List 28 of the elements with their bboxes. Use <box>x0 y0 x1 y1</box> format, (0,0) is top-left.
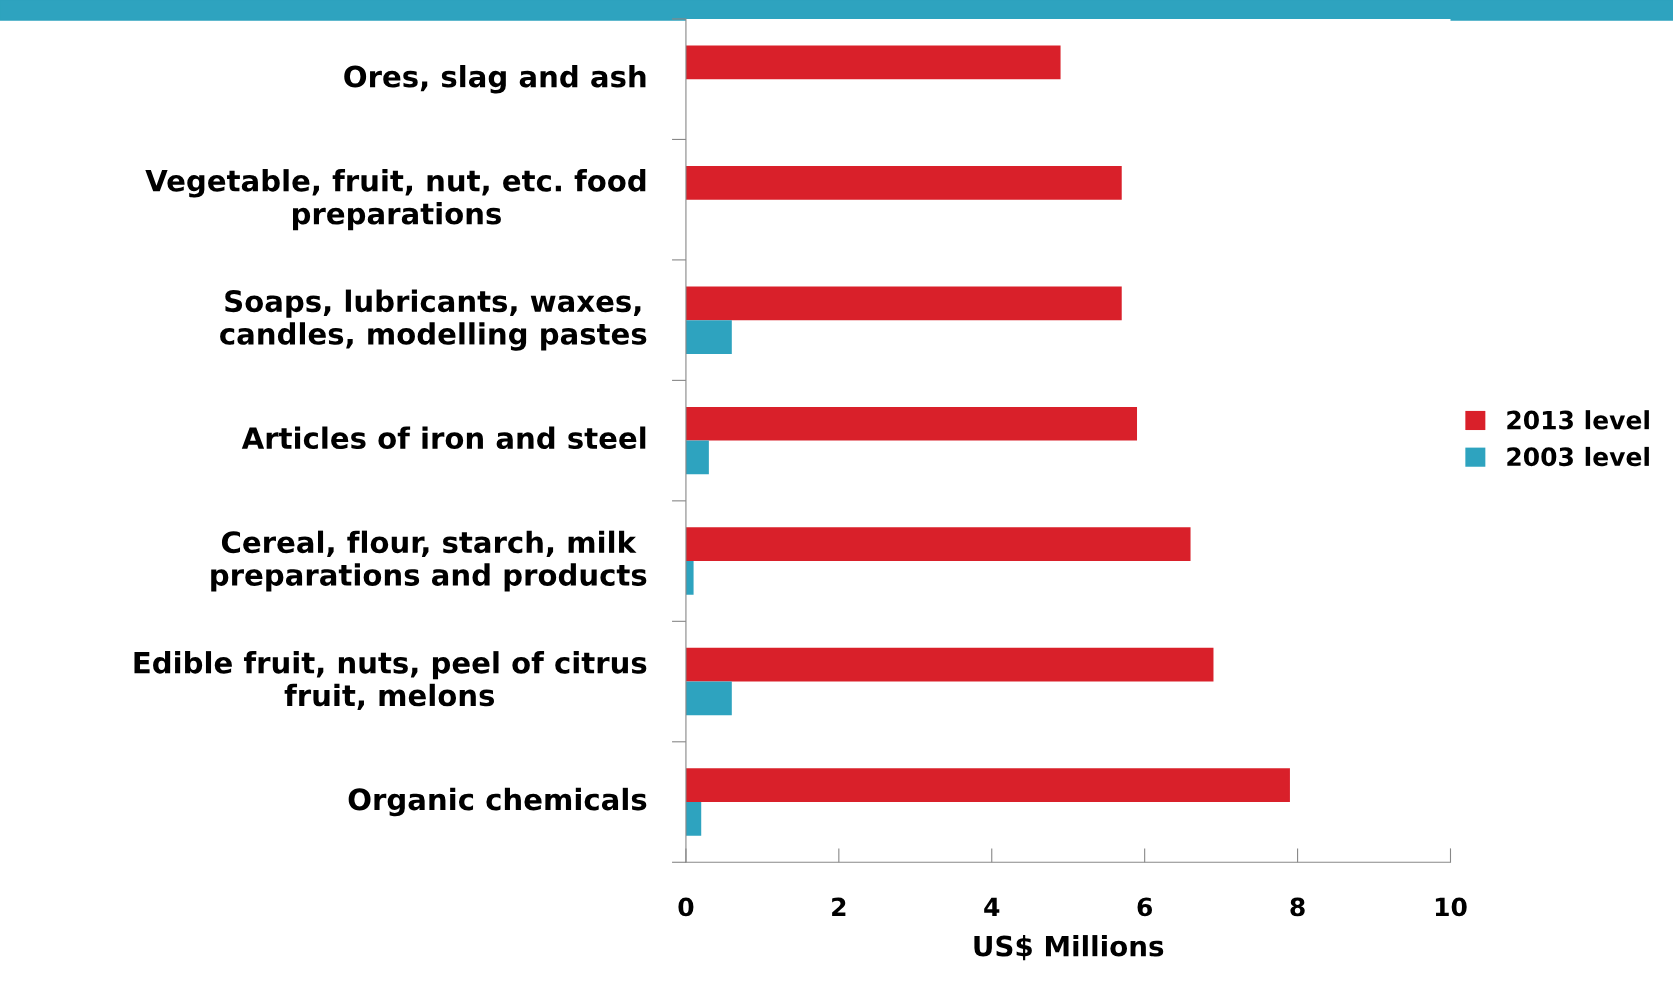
y-tick-label: Organic chemicals <box>348 787 647 817</box>
bar <box>685 561 694 595</box>
y-tick-label: Cereal, flour, starch, milk preparations and products <box>211 530 647 592</box>
bar <box>685 440 709 475</box>
x-tick-label: 0 <box>678 897 694 917</box>
bar <box>685 406 1138 441</box>
y-tick-label: Ores, slag and ash <box>344 64 646 94</box>
x-axis-title: US$ Millions <box>974 935 1164 961</box>
bar <box>685 320 732 354</box>
x-tick-label: 6 <box>1137 897 1153 917</box>
x-tick-label: 8 <box>1290 897 1305 917</box>
x-tick-label: 10 <box>1435 897 1467 917</box>
y-tick-label: Edible fruit, nuts, peel of citrus fruit, melons <box>134 651 647 711</box>
bar <box>685 768 1290 803</box>
legend-label: 2003 level <box>1507 446 1649 467</box>
bar <box>685 802 702 836</box>
bar <box>685 527 1191 562</box>
y-tick-label: Vegetable, fruit, nut, etc. food preparations <box>145 169 646 231</box>
x-tick-label: 2 <box>832 897 846 916</box>
legend-label: 2013 level <box>1507 410 1649 430</box>
bar <box>685 286 1122 321</box>
bar <box>685 45 1061 80</box>
bar <box>685 647 1214 682</box>
x-tick-label: 4 <box>984 897 1000 916</box>
bar <box>685 165 1122 200</box>
y-tick-label: Soaps, lubricants, waxes, candles, modelling pastes <box>220 289 647 351</box>
y-tick-label: Articles of iron and steel <box>241 426 646 450</box>
bar <box>685 681 732 716</box>
